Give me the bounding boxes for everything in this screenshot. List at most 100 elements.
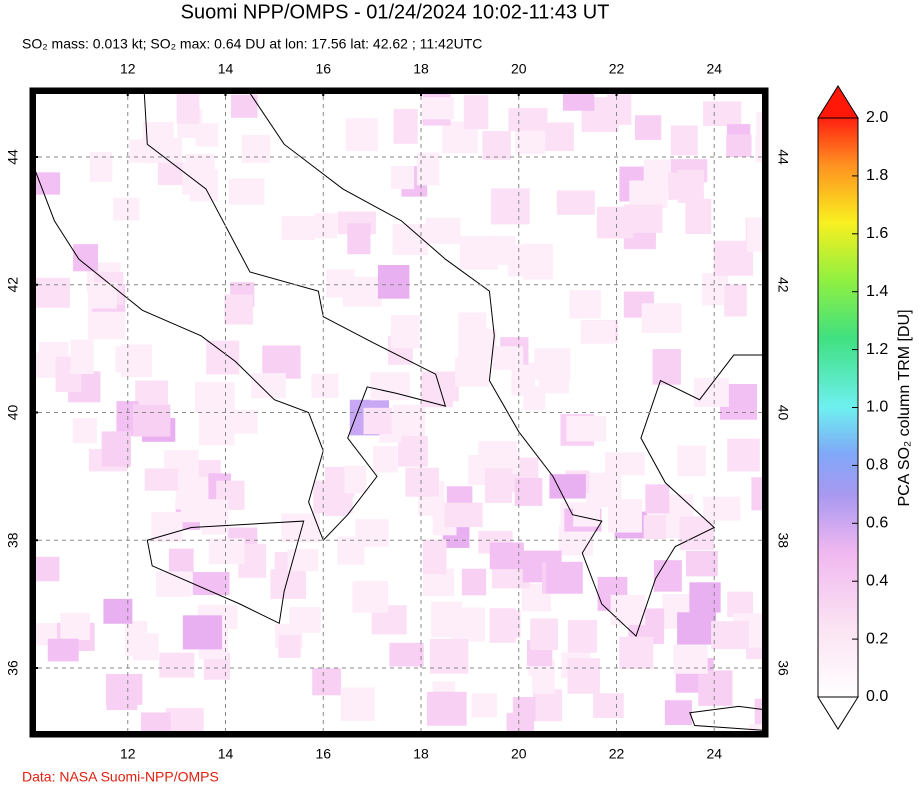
pixel	[151, 512, 183, 542]
pixel	[70, 339, 94, 375]
pixel	[287, 549, 319, 572]
pixel	[703, 101, 742, 127]
pixel	[643, 515, 666, 540]
pixel	[549, 474, 586, 499]
pixel	[397, 435, 428, 467]
pixel	[422, 539, 447, 575]
sicily-coast	[146, 520, 305, 625]
pixel	[370, 372, 410, 401]
pixel	[670, 125, 698, 156]
pixel	[312, 668, 341, 696]
colorbar-max-arrow	[817, 85, 859, 119]
pixel	[143, 121, 174, 150]
pixel	[624, 204, 663, 233]
pixel	[208, 538, 245, 565]
pixel	[515, 130, 546, 155]
pixel	[679, 516, 714, 551]
y-tick-label: 40	[5, 405, 21, 421]
pixel	[87, 282, 117, 309]
pixel	[427, 691, 467, 726]
pixel	[489, 451, 520, 474]
y-tick-label: 42	[775, 277, 791, 293]
pixel	[106, 676, 138, 710]
colorbar-label: PCA SO₂ column TRM [DU]	[896, 309, 913, 506]
pixel	[514, 477, 543, 506]
pixel	[189, 169, 218, 202]
pixel	[556, 190, 595, 215]
y-tick-label: 38	[775, 532, 791, 548]
pixel	[47, 638, 79, 662]
subtitle: SO₂ mass: 0.013 kt; SO₂ max: 0.64 DU at …	[22, 36, 482, 52]
pixel	[182, 615, 222, 650]
pixel	[180, 496, 205, 523]
pixel	[347, 223, 371, 255]
pixel	[377, 264, 410, 299]
x-tick-label: 14	[218, 61, 234, 77]
pixel	[546, 561, 583, 594]
title: Suomi NPP/OMPS - 01/24/2024 10:02-11:43 …	[181, 1, 610, 23]
colorbar-tick-label: 1.0	[866, 399, 888, 416]
pixel	[664, 700, 692, 725]
so2-pixels	[30, 88, 768, 737]
pixel	[201, 499, 229, 535]
pixel	[390, 166, 415, 190]
x-tick-label: 22	[609, 61, 625, 77]
pixel	[461, 568, 487, 596]
pixel	[484, 468, 513, 503]
pixel	[482, 131, 511, 160]
x-tick-label: 18	[413, 61, 429, 77]
pixel	[711, 621, 750, 650]
pixel	[458, 328, 497, 361]
x-tick-label: 22	[609, 746, 625, 762]
y-tick-label: 44	[5, 149, 21, 165]
pixel	[241, 134, 271, 163]
pixel	[652, 349, 681, 385]
frame-bar	[30, 88, 36, 737]
pixel	[713, 240, 753, 276]
pixel	[653, 560, 682, 592]
colorbar-tick-label: 1.6	[866, 225, 888, 242]
pixel	[724, 284, 747, 317]
pixel	[619, 636, 654, 670]
pixel	[703, 496, 741, 521]
pixel	[492, 346, 524, 370]
pixel	[523, 386, 546, 410]
y-tick-label: 38	[5, 532, 21, 548]
colorbar	[817, 117, 859, 698]
y-tick-label: 40	[775, 405, 791, 421]
pixel	[610, 594, 646, 626]
grid	[30, 88, 768, 737]
colorbar-tick-label: 0.6	[866, 515, 888, 532]
colorbar-ticks: 0.0 0.2 0.4 0.6 0.8 1.0 1.2 1.4 1.6 1.8 2.0	[852, 109, 888, 705]
pixel	[144, 468, 179, 491]
x-tick-label: 14	[218, 746, 234, 762]
pixel	[567, 619, 598, 653]
x-tick-label: 12	[120, 746, 136, 762]
colorbar-tick-label: 0.8	[866, 457, 888, 474]
pixel	[507, 244, 535, 277]
pixel	[677, 445, 706, 477]
pixel	[566, 415, 607, 442]
x-tick-label: 24	[706, 61, 722, 77]
colorbar-tick-label: 0.4	[866, 572, 888, 589]
pixel	[194, 382, 235, 413]
pixel	[87, 307, 126, 340]
pixel	[455, 357, 490, 387]
frame-bar	[30, 731, 768, 737]
credit: Data: NASA Suomi-NPP/OMPS	[22, 769, 219, 785]
x-tick-label: 18	[413, 746, 429, 762]
pixel	[416, 152, 440, 186]
pixel	[593, 693, 624, 718]
pixel	[159, 652, 195, 678]
pixel	[641, 303, 682, 333]
pixel	[389, 642, 424, 667]
pixel	[132, 633, 159, 661]
pixel	[727, 591, 754, 618]
pixel	[135, 380, 168, 405]
colorbar-tick-label: 2.0	[866, 109, 888, 126]
pixel	[390, 315, 420, 349]
pixel	[120, 344, 152, 377]
pixel	[34, 277, 70, 308]
pixel	[72, 418, 97, 444]
pixel	[326, 269, 355, 298]
